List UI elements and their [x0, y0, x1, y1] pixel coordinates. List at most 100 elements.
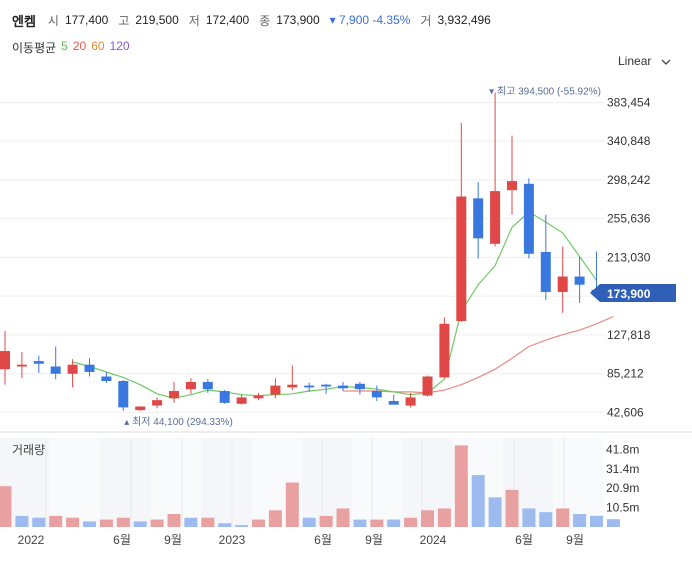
- close-label: 종: [259, 13, 271, 28]
- candle-body: [50, 366, 61, 374]
- volume-bar: [556, 508, 570, 527]
- candle-body: [304, 385, 315, 388]
- volume-bar: [505, 489, 519, 527]
- candle-body: [456, 196, 467, 322]
- volume-bar: [454, 445, 468, 527]
- ma60-label: 60: [91, 39, 105, 53]
- volume-background-band: [201, 438, 252, 527]
- candle-body: [219, 391, 230, 403]
- time-axis: 2022 6월 9월 2023 6월 9월 2024 6월 9월: [18, 533, 584, 547]
- time-tick-label: 6월: [314, 533, 332, 547]
- candle-body: [405, 397, 416, 406]
- change-value: ▾ 7,900 -4.35%: [329, 13, 411, 27]
- volume-bar: [66, 517, 80, 527]
- volume-bar: [184, 517, 198, 527]
- volume-bar: [488, 497, 502, 527]
- volume-bar: [99, 519, 113, 527]
- stock-summary-header: 엔켐 시 177,400 고 219,500 저 172,400 종 173,9…: [12, 10, 495, 30]
- volume-tick-label: 20.9m: [606, 481, 639, 495]
- ma5-line: [72, 211, 597, 399]
- volume-bar: [404, 517, 418, 527]
- ma20-label: 20: [72, 39, 87, 53]
- volume-bar: [471, 475, 485, 527]
- volume-bar: [252, 519, 265, 527]
- min-price-annotation: ▴ 최저 44,100 (294.33%): [124, 416, 232, 428]
- volume-bar: [387, 519, 401, 527]
- high-value: 219,500: [135, 13, 179, 27]
- volume-bar: [150, 519, 164, 527]
- candle-body: [16, 364, 27, 367]
- candle-body: [118, 381, 129, 408]
- volume-bar: [590, 515, 603, 527]
- last-price-tag: [590, 283, 676, 302]
- volume-bar: [285, 482, 299, 527]
- price-tick-label: 298,242: [607, 173, 651, 187]
- candle-body: [287, 384, 298, 388]
- price-tick-label: 127,818: [607, 328, 651, 342]
- time-tick-label: 2022: [18, 533, 45, 547]
- max-price-annotation: ▾ 최고 394,500 (-55.92%): [489, 85, 601, 97]
- scale-select-button[interactable]: Linear: [618, 54, 671, 68]
- volume-value: 3,932,496: [437, 13, 491, 27]
- open-value: 177,400: [64, 13, 109, 27]
- candle-body: [574, 276, 585, 285]
- volume-bar: [522, 508, 536, 527]
- stock-name: 엔켐: [12, 13, 36, 29]
- last-price-label: 173,900: [607, 287, 651, 301]
- volume-background-band: [150, 438, 202, 527]
- volume-label: 거: [420, 13, 432, 28]
- candle-body: [523, 183, 534, 254]
- price-tick-label: 255,636: [607, 212, 651, 226]
- candle-body: [270, 385, 281, 395]
- candle-body: [388, 401, 399, 405]
- candle-body: [354, 383, 365, 390]
- moving-average-lines: [72, 211, 614, 399]
- candle-body: [557, 276, 568, 292]
- candle-body: [135, 406, 146, 411]
- volume-bar: [370, 519, 384, 527]
- chevron-down-icon: [661, 59, 671, 65]
- volume-bar: [606, 519, 620, 527]
- volume-bar: [573, 514, 587, 527]
- scale-select-label: Linear: [618, 54, 652, 68]
- candlesticks: [0, 92, 602, 412]
- ma5-label: 5: [61, 39, 68, 53]
- volume-axis: 41.8m 31.4m 20.9m 10.5m: [606, 442, 639, 514]
- time-tick-label: 9월: [164, 533, 182, 547]
- candle-body: [202, 381, 213, 390]
- volume-bar: [319, 515, 333, 527]
- low-value: 172,400: [205, 13, 250, 27]
- volume-bar: [32, 517, 46, 527]
- volume-bar: [302, 517, 316, 527]
- volume-tick-label: 41.8m: [606, 442, 639, 456]
- candle-body: [422, 376, 433, 396]
- volume-bar: [539, 512, 553, 527]
- price-tick-label: 383,454: [607, 96, 651, 110]
- low-label: 저: [188, 13, 200, 28]
- moving-average-legend[interactable]: 이동평균 5 20 60 120: [12, 39, 130, 56]
- time-tick-label: 6월: [113, 533, 131, 547]
- candle-body: [236, 397, 247, 404]
- high-label: 고: [118, 13, 130, 28]
- candle-body: [169, 391, 179, 399]
- volume-bar: [268, 510, 282, 527]
- candle-body: [67, 364, 78, 374]
- candle-body: [0, 351, 10, 370]
- volume-background-band: [352, 438, 403, 527]
- volume-bar: [133, 521, 147, 527]
- close-value: 173,900: [276, 13, 320, 27]
- volume-tick-label: 31.4m: [606, 462, 639, 476]
- volume-tick-label: 10.5m: [606, 501, 639, 515]
- candle-body: [33, 361, 44, 364]
- time-tick-label: 9월: [566, 533, 584, 547]
- candle-body: [253, 395, 264, 399]
- time-tick-label: 2023: [219, 533, 246, 547]
- candle-body: [101, 376, 112, 382]
- time-tick-label: 9월: [365, 533, 383, 547]
- ma-legend-title: 이동평균: [12, 41, 57, 55]
- price-tick-label: 340,848: [607, 134, 651, 148]
- volume-background-band: [50, 438, 101, 527]
- volume-bar: [167, 514, 181, 527]
- volume-bar: [201, 517, 215, 527]
